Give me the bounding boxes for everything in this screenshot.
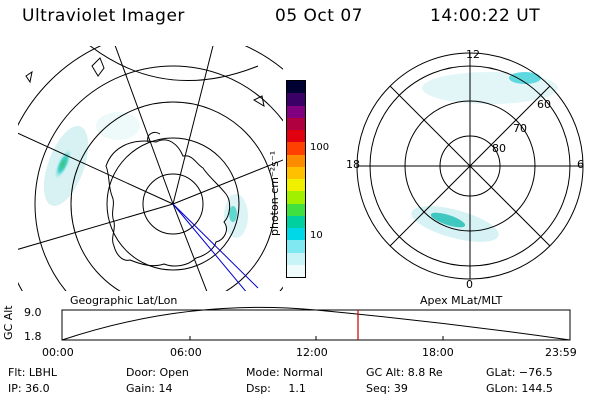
colorbar-segment	[287, 81, 305, 94]
colorbar-segment	[287, 240, 305, 253]
orbit-timeline	[61, 306, 571, 341]
info-seq: Seq: 39	[366, 382, 408, 395]
colorbar-segment	[287, 179, 305, 192]
colorbar-segment	[287, 264, 305, 277]
colorbar-segment	[287, 154, 305, 167]
colorbar-segment	[287, 105, 305, 118]
timeline-xtick-3: 18:00	[422, 346, 454, 359]
antarctica-coastline	[105, 139, 231, 267]
mlt-label-0: 0	[466, 278, 473, 291]
info-glat: GLat: −76.5	[486, 366, 553, 379]
timeline-xtick-1: 06:00	[170, 346, 202, 359]
colorbar-segment	[287, 93, 305, 106]
colorbar-segment	[287, 203, 305, 216]
colorbar-unit-label: photon cm⁻²s⁻¹	[268, 150, 281, 236]
info-door: Door: Open	[126, 366, 189, 379]
observation-date: 05 Oct 07	[275, 6, 363, 26]
info-dsp: Dsp: 1.1	[246, 382, 306, 395]
geographic-map	[18, 46, 283, 291]
timeline-ytick-bottom: 1.8	[24, 330, 42, 343]
altitude-curve	[61, 306, 571, 341]
colorbar-segment	[287, 191, 305, 204]
colorbar-tick-10: 10	[310, 230, 323, 241]
info-filter: Flt: LBHL	[8, 366, 57, 379]
colorbar	[286, 80, 306, 278]
apex-polar-plot	[356, 52, 584, 280]
info-ip: IP: 36.0	[8, 382, 50, 395]
timeline-xtick-4: 23:59	[545, 346, 577, 359]
right-panel-caption: Apex MLat/MLT	[420, 294, 503, 307]
info-glon: GLon: 144.5	[486, 382, 553, 395]
info-gc-alt: GC Alt: 8.8 Re	[366, 366, 443, 379]
mlt-label-12: 12	[466, 48, 480, 61]
info-gain: Gain: 14	[126, 382, 173, 395]
timeline-xtick-0: 00:00	[42, 346, 74, 359]
colorbar-tick-100: 100	[310, 142, 330, 153]
colorbar-segment	[287, 166, 305, 179]
mlt-label-6: 6	[577, 158, 584, 171]
colorbar-segment	[287, 130, 305, 143]
colorbar-segment	[287, 228, 305, 241]
instrument-title: Ultraviolet Imager	[22, 6, 185, 26]
info-mode: Mode: Normal	[246, 366, 323, 379]
timeline-ytick-top: 9.0	[24, 306, 42, 319]
colorbar-segment	[287, 142, 305, 155]
timeline-xtick-2: 12:00	[296, 346, 328, 359]
mlat-label-60: 60	[537, 98, 551, 111]
mlat-label-70: 70	[513, 122, 527, 135]
colorbar-segment	[287, 117, 305, 130]
mlat-label-80: 80	[492, 142, 506, 155]
left-panel-caption: Geographic Lat/Lon	[70, 294, 178, 307]
observation-time: 14:00:22 UT	[430, 6, 541, 26]
colorbar-segment	[287, 252, 305, 265]
mlt-label-18: 18	[346, 158, 360, 171]
colorbar-segment	[287, 215, 305, 228]
timeline-ylabel: GC Alt	[2, 305, 15, 340]
